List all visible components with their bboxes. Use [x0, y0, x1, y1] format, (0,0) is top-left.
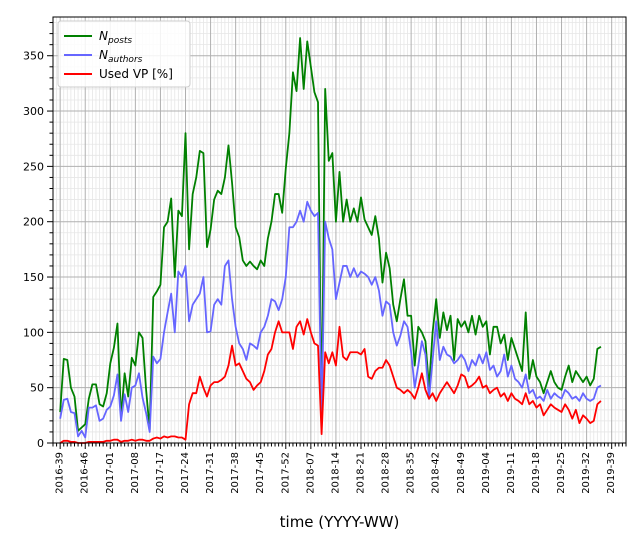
y-tick-label: 150 [23, 271, 44, 284]
x-tick-label: 2018-21 [355, 452, 366, 494]
x-tick-label: 2016-46 [80, 452, 91, 494]
y-tick-label: 200 [23, 216, 44, 229]
y-axis: 0 50 100 150 200 250 300 350 [23, 22, 53, 450]
legend-box [57, 20, 191, 88]
x-tick-label: 2018-49 [456, 452, 467, 494]
x-tick-label: 2019-18 [531, 452, 542, 494]
y-tick-label: 300 [23, 105, 44, 118]
y-tick-label: 0 [37, 437, 44, 450]
x-tick-label: 2018-35 [406, 452, 417, 494]
x-tick-label: 2018-14 [330, 452, 341, 494]
y-tick-label: 250 [23, 160, 44, 173]
x-tick-label: 2019-04 [481, 452, 492, 494]
y-tick-label: 100 [23, 326, 44, 339]
series-line-2 [59, 318, 602, 444]
x-tick-label: 2017-08 [130, 452, 141, 494]
y-tick-label: 50 [30, 382, 44, 395]
x-tick-label: 2017-38 [230, 452, 241, 494]
series-line-1 [59, 200, 602, 439]
x-tick-label: 2019-11 [506, 452, 517, 494]
x-tick-label: 2018-42 [431, 452, 442, 494]
series-layer [59, 37, 602, 444]
x-tick-label: 2017-17 [155, 452, 166, 494]
x-tick-label: 2018-28 [381, 452, 392, 494]
legend-label-1: Nauthors [99, 48, 143, 65]
x-axis-label: time (YYYY-WW) [280, 513, 400, 531]
y-tick-label: 350 [23, 50, 44, 63]
x-tick-label: 2019-39 [606, 452, 617, 494]
x-tick-label: 2018-07 [305, 452, 316, 494]
x-tick-label: 2017-52 [280, 452, 291, 494]
legend-label-0: Nposts [99, 29, 132, 46]
x-tick-label: 2017-01 [105, 452, 116, 494]
x-tick-label: 2019-32 [581, 452, 592, 494]
legend-label-2: Used VP [%] [99, 67, 173, 81]
legend: Nposts Nauthors Used VP [%] [57, 20, 191, 88]
x-axis: 2016-39 2016-46 2017-01 2017-08 2017-17 2017-… [52, 443, 627, 494]
x-tick-label: 2016-39 [55, 452, 66, 494]
x-tick-label: 2019-25 [556, 452, 567, 494]
x-tick-label: 2017-31 [205, 452, 216, 494]
x-tick-label: 2017-24 [180, 452, 191, 494]
series-line-0 [59, 37, 602, 432]
x-tick-label: 2017-45 [255, 452, 266, 494]
